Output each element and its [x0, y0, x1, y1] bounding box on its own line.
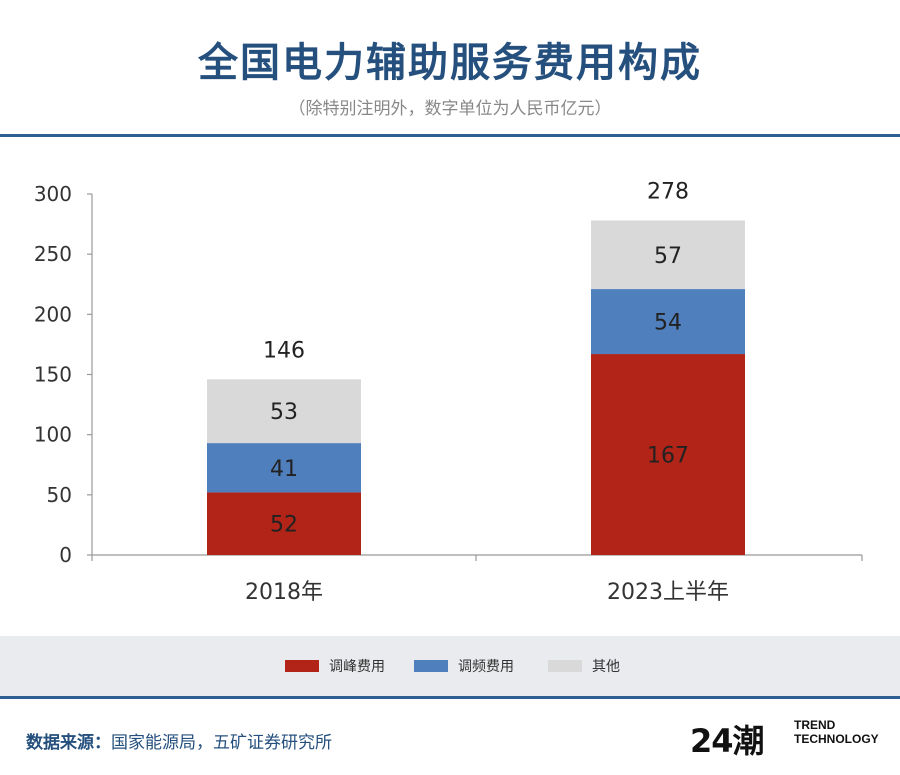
bar-segment: [591, 289, 745, 355]
bar-value-label: 41: [270, 457, 298, 482]
bar-segment: [207, 379, 361, 444]
y-tick-label: 250: [34, 242, 72, 266]
x-tick-label: 2023上半年: [607, 580, 729, 605]
y-tick-label: 50: [47, 483, 72, 507]
bar-value-label: 53: [270, 400, 298, 425]
data-source: 数据来源：国家能源局，五矿证券研究所: [26, 728, 332, 753]
legend-swatch-freq: [414, 660, 448, 672]
bar-total-label: 146: [263, 338, 305, 363]
y-tick-label: 300: [34, 182, 72, 206]
bar-value-label: 54: [654, 311, 682, 336]
source-label: 数据来源：: [26, 733, 111, 753]
legend-label-peak: 调峰费用: [329, 659, 385, 675]
bar-segment: [591, 220, 745, 290]
y-tick-label: 100: [34, 423, 72, 447]
y-tick-label: 0: [59, 543, 72, 567]
top-divider: [0, 134, 900, 137]
legend-swatch-other: [548, 660, 582, 672]
bar-segment: [591, 354, 745, 555]
legend-label-other: 其他: [592, 659, 620, 675]
stacked-bar-chart: 0 50 100 150 200 250 300 52 41 53 146 2018年 167 54 57 2…: [34, 179, 863, 605]
bar-total-label: 278: [647, 179, 689, 204]
source-text: 国家能源局，五矿证券研究所: [111, 733, 332, 753]
bar-value-label: 167: [647, 444, 689, 469]
logo-line-2: TECHNOLOGY: [794, 732, 879, 746]
bar-segment: [207, 443, 361, 493]
bar-value-label: 52: [270, 513, 298, 538]
bar-value-label: 57: [654, 244, 682, 269]
bar-segment: [207, 492, 361, 555]
bottom-divider: [0, 696, 900, 699]
logo-mark: 24潮: [690, 722, 765, 760]
y-tick-label: 200: [34, 302, 72, 326]
legend-label-freq: 调频费用: [458, 659, 514, 675]
logo-text: TREND TECHNOLOGY: [794, 718, 879, 746]
x-tick-label: 2018年: [245, 580, 323, 605]
legend-item-peak: 调峰费用: [285, 656, 385, 676]
legend-item-other: 其他: [548, 656, 620, 676]
legend-band: [0, 636, 900, 696]
logo-line-1: TREND: [794, 718, 836, 732]
legend-swatch-peak: [285, 660, 319, 672]
legend-item-freq: 调频费用: [414, 656, 514, 676]
chart-subtitle: （除特别注明外，数字单位为人民币亿元）: [288, 99, 612, 119]
y-tick-label: 150: [34, 363, 72, 387]
brand-logo: 24潮 TREND TECHNOLOGY: [690, 716, 880, 760]
chart-title: 全国电力辅助服务费用构成: [198, 40, 702, 86]
